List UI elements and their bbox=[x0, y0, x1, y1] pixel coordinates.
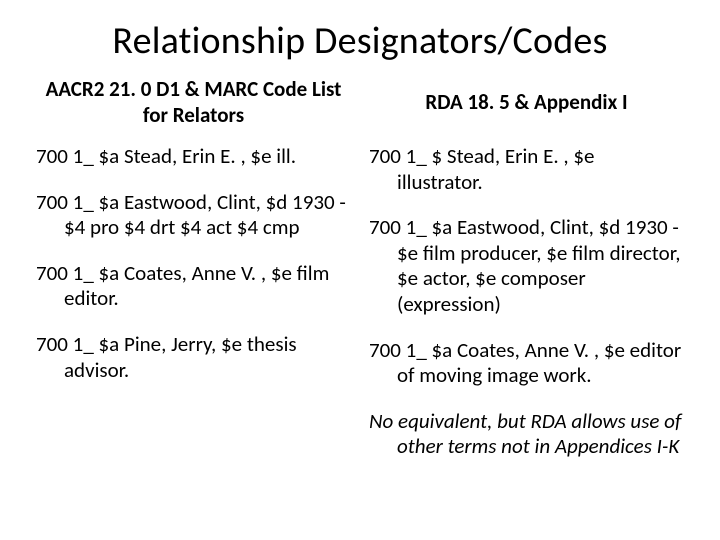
right-row-0: 700 1_ $ Stead, Erin E. , $e illustrator… bbox=[369, 144, 684, 195]
right-row-1: 700 1_ $a Eastwood, Clint, $d 1930 - $e … bbox=[369, 215, 684, 317]
right-column: RDA 18. 5 & Appendix I 700 1_ $ Stead, E… bbox=[369, 76, 684, 480]
slide: Relationship Designators/Codes AACR2 21.… bbox=[0, 0, 720, 540]
left-column: AACR2 21. 0 D1 & MARC Code List for Rela… bbox=[36, 76, 351, 480]
columns-container: AACR2 21. 0 D1 & MARC Code List for Rela… bbox=[36, 76, 684, 480]
right-row-3: No equivalent, but RDA allows use of oth… bbox=[369, 409, 684, 460]
right-column-header: RDA 18. 5 & Appendix I bbox=[369, 76, 684, 130]
right-row-2: 700 1_ $a Coates, Anne V. , $e editor of… bbox=[369, 338, 684, 389]
left-row-3: 700 1_ $a Pine, Jerry, $e thesis advisor… bbox=[36, 332, 351, 383]
left-row-1: 700 1_ $a Eastwood, Clint, $d 1930 - $4 … bbox=[36, 190, 351, 241]
left-row-0: 700 1_ $a Stead, Erin E. , $e ill. bbox=[36, 144, 351, 170]
left-column-header: AACR2 21. 0 D1 & MARC Code List for Rela… bbox=[36, 76, 351, 130]
slide-title: Relationship Designators/Codes bbox=[36, 18, 684, 64]
left-row-2: 700 1_ $a Coates, Anne V. , $e film edit… bbox=[36, 261, 351, 312]
